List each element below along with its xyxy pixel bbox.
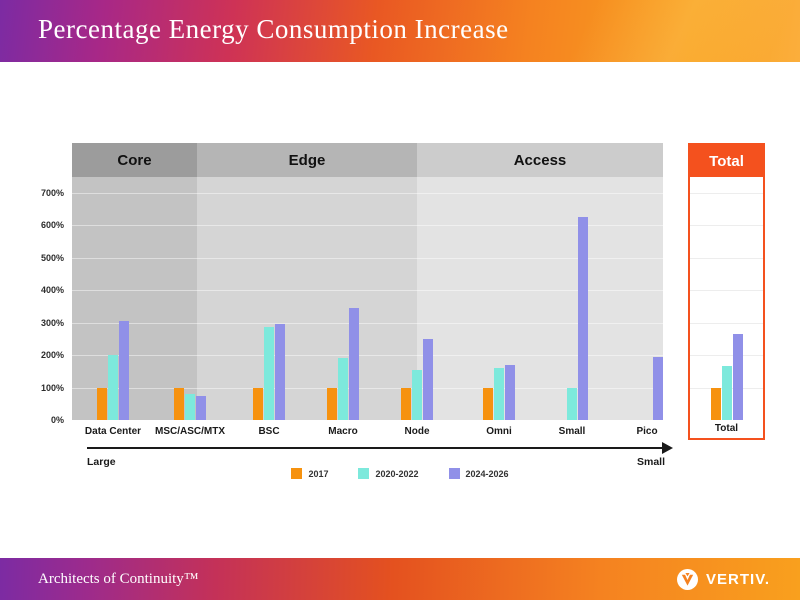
total-panel: Total Total — [688, 143, 765, 440]
legend-item: 2017 — [291, 468, 328, 479]
bar-2017-omni — [483, 387, 493, 420]
brand-name: VERTIV. — [706, 570, 770, 588]
bar-2017-macro — [327, 387, 337, 420]
total-panel-body — [690, 177, 763, 438]
bars-layer — [72, 143, 663, 420]
bar-2020-2022-total — [721, 366, 732, 420]
section-header-access: Access — [417, 143, 663, 177]
category-label: Pico — [636, 426, 658, 437]
bar-2017-total — [710, 387, 721, 420]
category-label: MSC/ASC/MTX — [155, 426, 225, 437]
legend-swatch — [448, 468, 460, 479]
y-tick-label: 600% — [40, 220, 64, 230]
section-header-edge: Edge — [197, 143, 417, 177]
bar-2020-2022-data-center — [108, 355, 118, 420]
size-axis-arrowhead-icon — [662, 442, 673, 454]
brand-lockup: VERTIV. — [677, 568, 800, 590]
axis-left-label: Large — [87, 456, 116, 468]
gridline — [72, 322, 663, 324]
section-band-access — [417, 177, 663, 420]
y-tick-label: 400% — [40, 285, 64, 295]
footer-bar: Architects of Continuity™ VERTIV. — [0, 558, 800, 600]
bar-2017-msc-asc-mtx — [174, 387, 184, 420]
gridline — [72, 355, 663, 356]
category-label: BSC — [258, 426, 280, 437]
section-band-row — [72, 177, 663, 420]
total-category-label: Total — [714, 423, 739, 434]
y-tick-label: 500% — [40, 252, 64, 263]
bar-2024-2026-total — [732, 333, 743, 420]
legend-item: 2024-2026 — [448, 468, 509, 479]
bar-2017-data-center — [97, 387, 107, 420]
legend: 2017 2020-2022 2024-2026 — [0, 468, 800, 479]
total-panel-header: Total — [690, 145, 763, 177]
bar-2020-2022-bsc — [264, 327, 274, 420]
gridline — [690, 192, 763, 194]
section-header-row: Core Edge Access — [72, 143, 663, 177]
page-title: Percentage Energy Consumption Increase — [38, 14, 509, 44]
bar-2017-bsc — [253, 387, 263, 420]
category-label: Omni — [486, 426, 512, 437]
section-band-edge — [197, 177, 417, 420]
y-tick-label: 100% — [40, 382, 64, 393]
title-bar: Percentage Energy Consumption Increase — [0, 0, 800, 62]
bar-2024-2026-data-center — [119, 320, 129, 420]
bar-2020-2022-msc-asc-mtx — [185, 394, 195, 420]
gridline — [72, 192, 663, 194]
category-axis: Data Center MSC/ASC/MTX BSC Macro Node Omni Sm… — [72, 426, 663, 440]
bar-2020-2022-node — [412, 369, 422, 420]
bar-2024-2026-node — [423, 338, 433, 420]
category-label: Small — [558, 426, 586, 437]
gridline — [72, 225, 663, 226]
section-band-core — [72, 177, 197, 420]
y-tick-label: 200% — [40, 350, 64, 360]
gridline — [690, 225, 763, 226]
bar-2024-2026-msc-asc-mtx — [196, 395, 206, 420]
legend-label: 2024-2026 — [465, 468, 509, 479]
gridline — [690, 290, 763, 291]
category-label: Data Center — [84, 426, 142, 437]
legend-swatch — [358, 468, 370, 479]
size-axis-arrow — [87, 447, 664, 449]
gridline — [72, 290, 663, 291]
bar-2024-2026-omni — [505, 364, 515, 420]
legend-item: 2020-2022 — [358, 468, 419, 479]
gridline — [72, 387, 663, 389]
section-header-core: Core — [72, 143, 197, 177]
axis-right-label: Small — [636, 456, 665, 468]
bar-2020-2022-small — [567, 387, 577, 420]
y-axis: 0% 100% 200% 300% 400% 500% 600% 700% — [22, 0, 64, 430]
y-tick-label: 0% — [50, 415, 64, 425]
legend-label: 2017 — [308, 468, 329, 479]
y-tick-label: 700% — [40, 187, 64, 198]
bar-2017-node — [401, 387, 411, 420]
legend-label: 2020-2022 — [375, 468, 419, 479]
gridline — [72, 257, 663, 259]
bar-2024-2026-macro — [349, 307, 359, 420]
bar-2024-2026-bsc — [275, 324, 285, 420]
bar-2020-2022-macro — [338, 358, 348, 420]
bar-2020-2022-omni — [494, 368, 504, 420]
vertiv-logo-icon — [677, 568, 699, 590]
gridline — [690, 322, 763, 324]
plot-area: Core Edge Access — [72, 143, 663, 420]
category-label: Macro — [328, 426, 358, 437]
bar-2024-2026-small — [578, 216, 588, 420]
y-tick-label: 300% — [40, 317, 64, 328]
gridline — [690, 355, 763, 356]
category-label: Node — [404, 426, 430, 437]
bar-2024-2026-pico — [653, 356, 663, 420]
tagline: Architects of Continuity™ — [38, 570, 199, 587]
legend-swatch — [291, 468, 303, 479]
gridline — [690, 257, 763, 259]
